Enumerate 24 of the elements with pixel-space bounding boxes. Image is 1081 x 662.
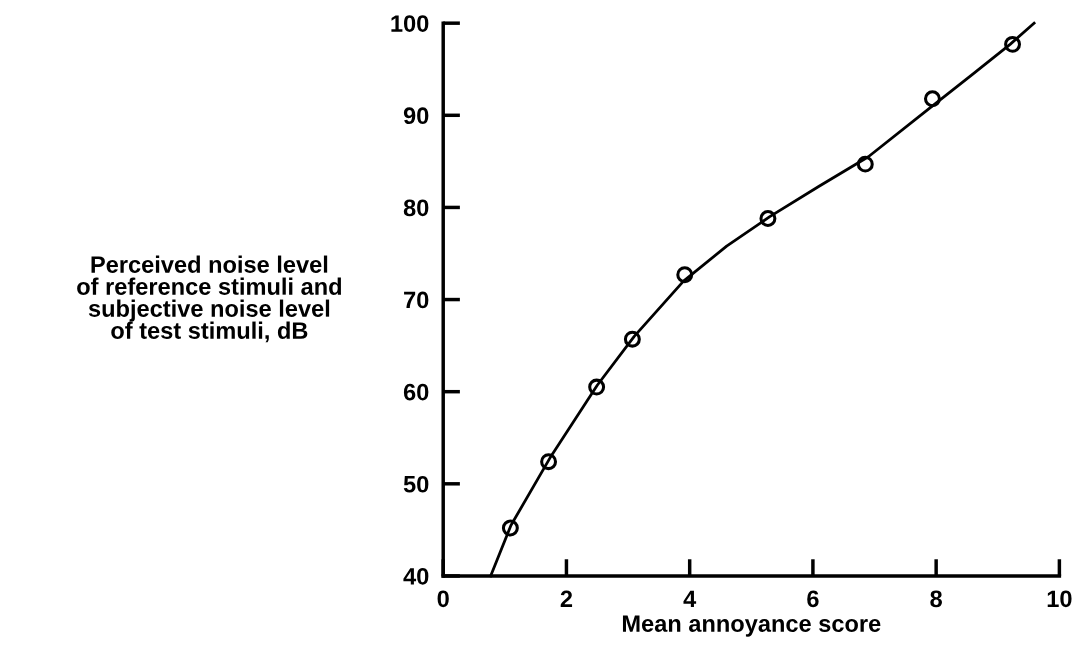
y-tick-label: 70	[404, 291, 429, 309]
point	[923, 90, 941, 108]
y-tick-label: 80	[403, 199, 429, 217]
x-tick-label: 8	[930, 590, 942, 608]
point	[588, 378, 606, 396]
point	[759, 210, 777, 227]
x-tick-label: 10	[1047, 590, 1072, 608]
y-tick-label: 60	[403, 383, 429, 401]
point	[540, 453, 558, 471]
point	[623, 330, 641, 348]
y-tick-label: 40	[403, 568, 429, 585]
y-tick-label: 90	[403, 107, 429, 125]
x-tick-label: 6	[807, 590, 819, 608]
x-tick-label: 0	[437, 590, 449, 608]
point	[676, 266, 694, 284]
y-tick-label: 50	[403, 475, 429, 493]
point	[856, 155, 874, 173]
x-tick-label: 4	[683, 590, 697, 607]
y-tick-label: 100	[391, 15, 429, 32]
y-axis-title: Perceived noise level of reference stimuli and subjective noise level of test stimuli, dB	[77, 255, 342, 343]
x-tick-label: 2	[560, 590, 573, 607]
point	[501, 519, 519, 537]
x-axis-title: Mean annoyance score	[622, 615, 881, 637]
point	[1004, 35, 1022, 53]
